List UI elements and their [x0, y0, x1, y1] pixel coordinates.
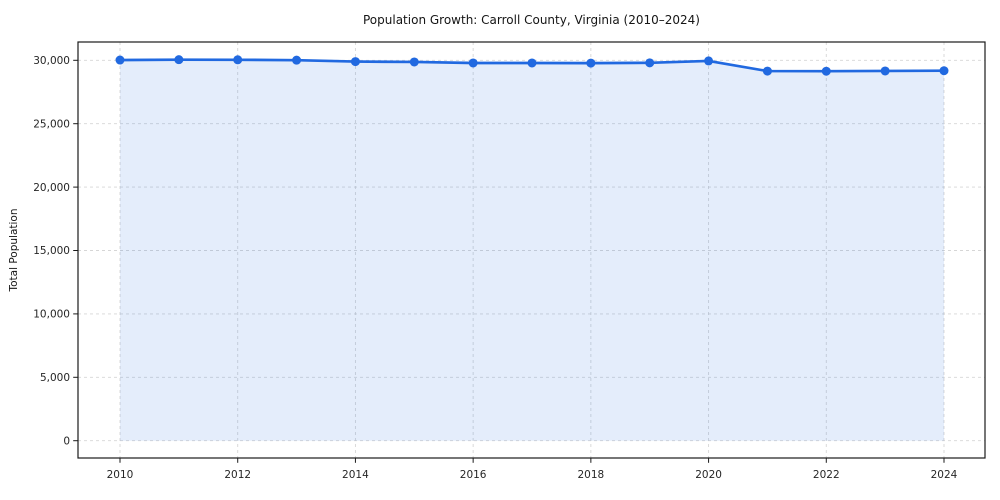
y-tick-label: 20,000 — [33, 182, 70, 194]
data-point-2024 — [939, 66, 949, 76]
y-tick-label: 25,000 — [33, 118, 70, 130]
y-tick-label: 0 — [63, 435, 70, 447]
x-tick-label: 2018 — [577, 469, 604, 481]
x-tick-label: 2020 — [695, 469, 722, 481]
data-point-2015 — [409, 57, 419, 67]
data-point-2023 — [880, 66, 890, 76]
data-point-2019 — [645, 58, 655, 68]
data-point-2020 — [704, 56, 714, 66]
plot-border — [77, 41, 986, 459]
y-tick-label: 10,000 — [33, 309, 70, 321]
data-point-2010 — [115, 55, 125, 65]
data-point-2016 — [468, 58, 478, 68]
data-point-2022 — [821, 66, 831, 76]
y-tick-label: 15,000 — [33, 245, 70, 257]
data-point-2018 — [586, 58, 596, 68]
x-tick-label: 2012 — [224, 469, 251, 481]
x-tick-label: 2022 — [813, 469, 840, 481]
data-point-2021 — [762, 66, 772, 76]
area-fill — [120, 59, 944, 441]
y-tick-label: 30,000 — [33, 55, 70, 67]
data-point-2013 — [292, 55, 302, 65]
x-tick-label: 2016 — [460, 469, 487, 481]
data-point-2012 — [233, 55, 243, 65]
y-tick-label: 5,000 — [40, 372, 70, 384]
chart-title: Population Growth: Carroll County, Virgi… — [363, 13, 700, 27]
x-tick-label: 2010 — [107, 469, 134, 481]
data-point-2017 — [527, 58, 537, 68]
x-tick-label: 2024 — [931, 469, 958, 481]
data-point-2014 — [350, 57, 360, 67]
x-tick-label: 2014 — [342, 469, 369, 481]
data-point-2011 — [174, 55, 184, 65]
